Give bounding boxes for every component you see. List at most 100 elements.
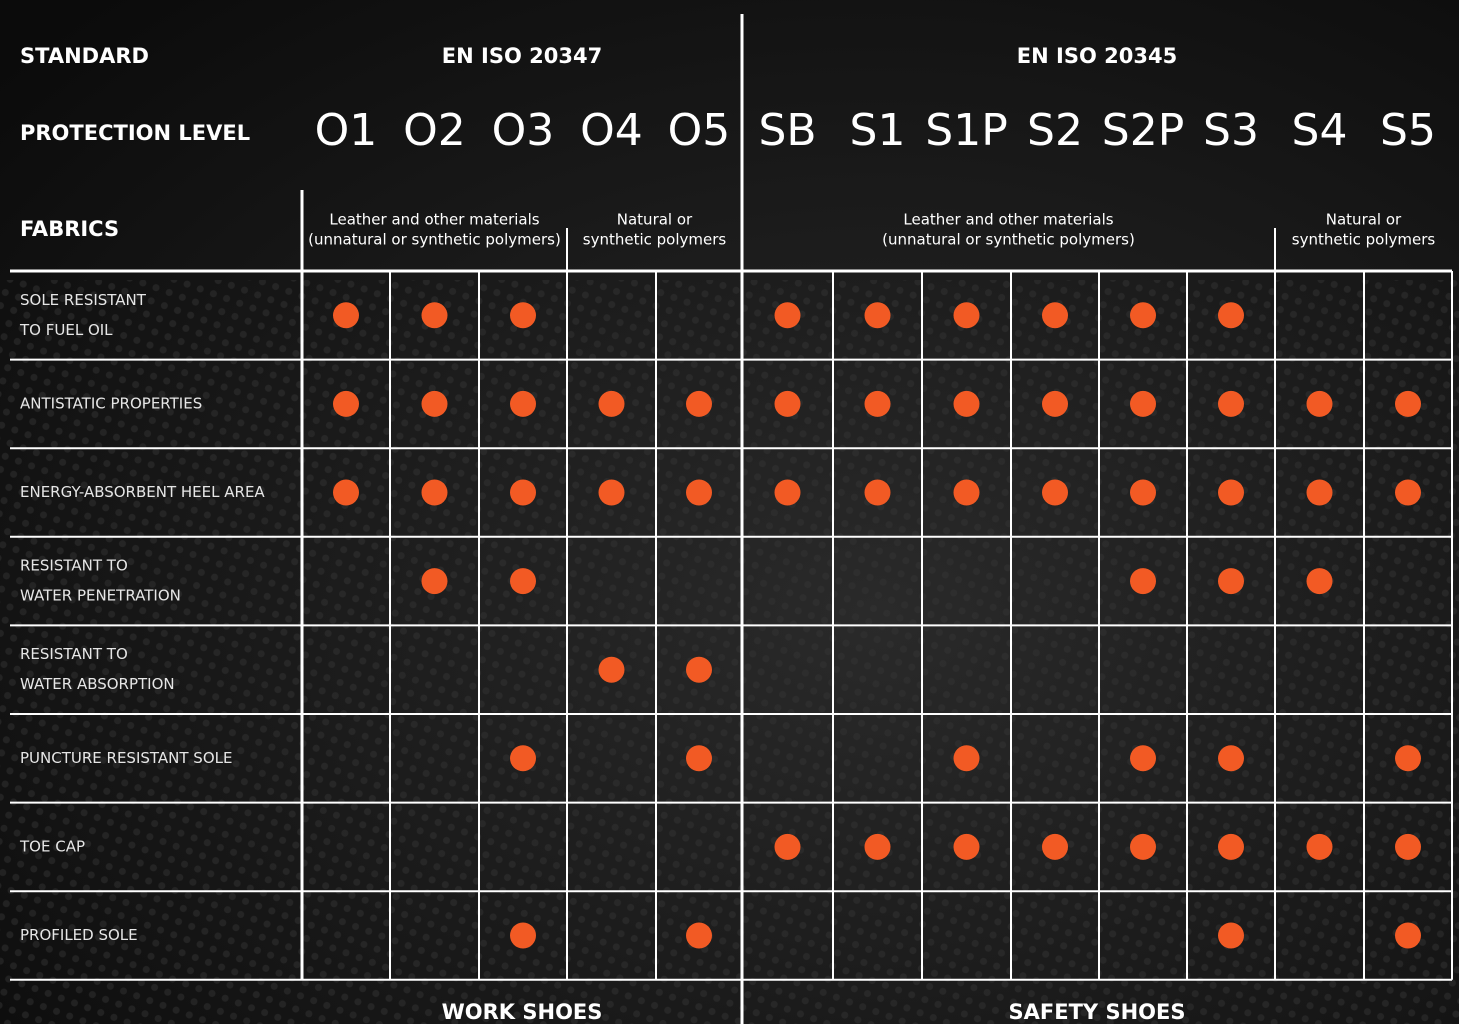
dot: [686, 922, 712, 949]
dot: [510, 390, 536, 417]
row-label: ENERGY-ABSORBENT HEEL AREA: [20, 483, 265, 501]
standard-label: STANDARD: [20, 44, 149, 68]
dot: [421, 479, 448, 506]
level: O2: [403, 105, 466, 156]
standard-footer: WORK SHOES: [442, 1000, 603, 1024]
dot: [686, 390, 712, 417]
dot: [598, 390, 625, 417]
fabric: (unnatural or synthetic polymers): [308, 231, 561, 249]
dot: [598, 656, 625, 683]
row-label: ANTISTATIC PROPERTIES: [20, 394, 202, 412]
dot: [1395, 833, 1421, 860]
level: S4: [1292, 105, 1348, 156]
dot: [953, 302, 980, 329]
dot: [1218, 833, 1244, 860]
dot: [510, 745, 536, 772]
dot: [333, 390, 359, 417]
dot: [774, 833, 801, 860]
dot: [510, 479, 536, 506]
row-label: WATER ABSORPTION: [20, 675, 175, 693]
dot: [953, 390, 980, 417]
fabric: Natural or: [617, 211, 693, 229]
dot: [774, 479, 801, 506]
level: O4: [580, 105, 643, 156]
dot: [1042, 302, 1068, 329]
dot: [510, 568, 536, 595]
row-label: RESISTANT TO: [20, 557, 128, 575]
level: S2P: [1102, 105, 1184, 156]
level: SB: [758, 105, 816, 156]
level: S5: [1380, 105, 1436, 156]
dot: [1042, 390, 1068, 417]
dot: [1395, 390, 1421, 417]
level: S2: [1027, 105, 1083, 156]
dot: [1130, 479, 1156, 506]
dot: [1218, 479, 1244, 506]
dot: [1130, 568, 1156, 595]
dot: [598, 479, 625, 506]
dot: [774, 390, 801, 417]
level: S3: [1203, 105, 1259, 156]
dot: [1306, 833, 1333, 860]
row-label: TOE CAP: [19, 837, 85, 855]
dot: [953, 479, 980, 506]
dot: [333, 302, 359, 329]
dot: [774, 302, 801, 329]
protection-label: PROTECTION LEVEL: [20, 121, 250, 145]
row-label: TO FUEL OIL: [19, 321, 113, 339]
fabric: Leather and other materials: [903, 211, 1113, 229]
dot: [686, 479, 712, 506]
row-label: PROFILED SOLE: [20, 926, 138, 944]
dot: [421, 568, 448, 595]
dot: [1218, 745, 1244, 772]
dot: [1306, 568, 1333, 595]
dot: [864, 390, 891, 417]
fabric: synthetic polymers: [1292, 231, 1436, 249]
dot: [1395, 922, 1421, 949]
dot: [686, 656, 712, 683]
dot: [1130, 390, 1156, 417]
dot: [1306, 390, 1333, 417]
row-label: RESISTANT TO: [20, 645, 128, 663]
dot: [864, 479, 891, 506]
fabric: synthetic polymers: [583, 231, 727, 249]
standard-name: EN ISO 20345: [1017, 44, 1177, 68]
dot: [1218, 568, 1244, 595]
dot: [1218, 302, 1244, 329]
standard-name: EN ISO 20347: [442, 44, 602, 68]
dot: [421, 302, 448, 329]
dot: [864, 833, 891, 860]
dot: [1395, 479, 1421, 506]
fabric: Natural or: [1326, 211, 1402, 229]
dot: [510, 922, 536, 949]
row-label: PUNCTURE RESISTANT SOLE: [20, 749, 232, 767]
standard-footer: SAFETY SHOES: [1009, 1000, 1186, 1024]
dot: [1306, 479, 1333, 506]
dot: [953, 745, 980, 772]
dot: [1218, 390, 1244, 417]
dot: [864, 302, 891, 329]
level: O3: [492, 105, 555, 156]
level: S1P: [925, 105, 1007, 156]
dot: [1395, 745, 1421, 772]
row-label: SOLE RESISTANT: [20, 291, 147, 309]
dot: [1042, 479, 1068, 506]
row-label: WATER PENETRATION: [20, 587, 181, 605]
dot: [1130, 302, 1156, 329]
dot: [1130, 745, 1156, 772]
dot: [333, 479, 359, 506]
level: S1: [850, 105, 906, 156]
dot: [1218, 922, 1244, 949]
level: O1: [315, 105, 378, 156]
dot: [686, 745, 712, 772]
level: O5: [668, 105, 731, 156]
texture: [0, 280, 1459, 1024]
dot: [1042, 833, 1068, 860]
fabrics-label: FABRICS: [20, 217, 119, 241]
dot: [953, 833, 980, 860]
dot: [421, 390, 448, 417]
fabric: Leather and other materials: [329, 211, 539, 229]
fabric: (unnatural or synthetic polymers): [882, 231, 1135, 249]
dot: [510, 302, 536, 329]
